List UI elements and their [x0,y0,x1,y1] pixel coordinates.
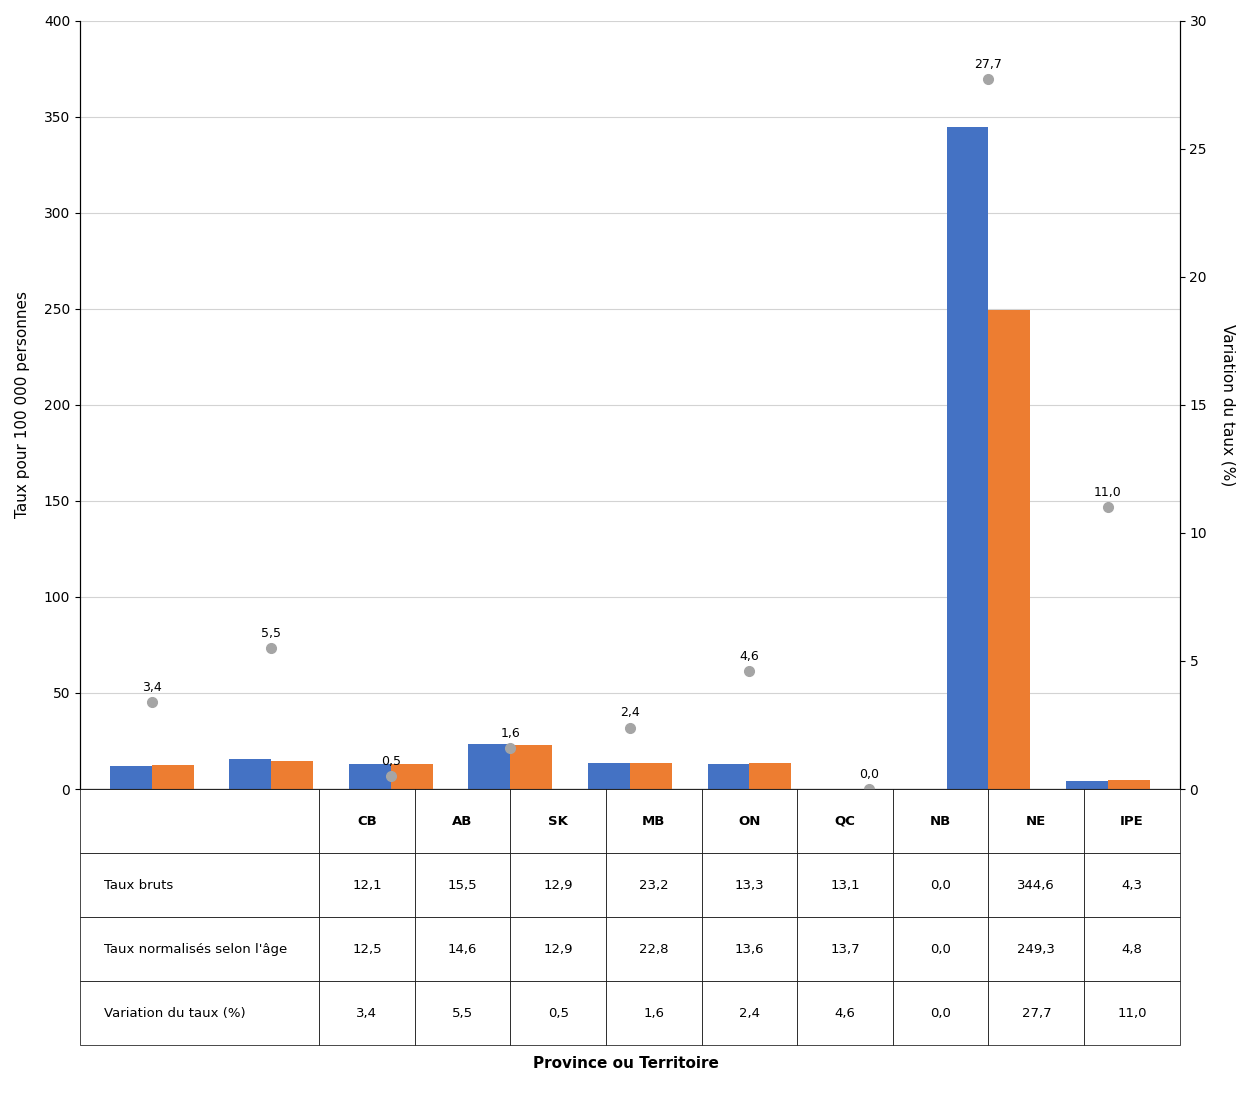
Bar [749,763,791,789]
Bar [1108,779,1150,789]
Bar [151,765,194,789]
Text: Province ou Territoire: Province ou Territoire [533,1056,718,1071]
Bar [629,763,672,789]
Text: 3,4: 3,4 [141,681,161,694]
Bar [468,744,510,789]
Text: 27,7: 27,7 [975,58,1002,71]
Text: 11,0: 11,0 [1095,486,1122,498]
Text: 2,4: 2,4 [620,706,639,719]
Y-axis label: Taux pour 100 000 personnes: Taux pour 100 000 personnes [15,291,30,518]
Text: 4,6: 4,6 [739,650,759,662]
Bar [947,127,988,789]
Bar [229,760,271,789]
Bar [271,761,313,789]
Y-axis label: Variation du taux (%): Variation du taux (%) [1221,324,1236,486]
Bar [349,764,390,789]
Text: 0,0: 0,0 [859,767,879,780]
Bar [510,745,552,789]
Text: 5,5: 5,5 [261,626,281,639]
Text: 0,5: 0,5 [380,755,400,768]
Bar [1066,780,1108,789]
Bar [708,764,749,789]
Text: 1,6: 1,6 [500,727,520,740]
Bar [110,766,151,789]
Bar [588,764,629,789]
Bar [390,764,433,789]
Bar [988,310,1031,789]
